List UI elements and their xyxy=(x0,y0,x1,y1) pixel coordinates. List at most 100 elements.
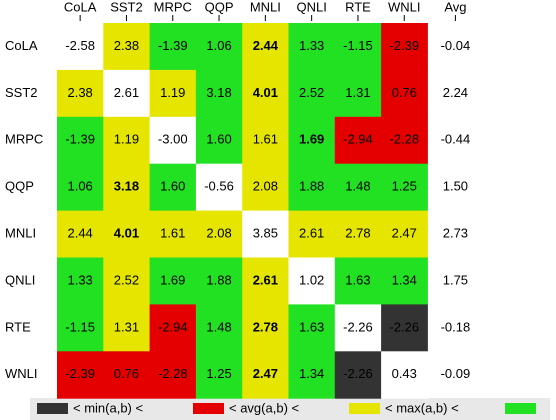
row-average: 2.24 xyxy=(443,85,468,100)
cell-value: -2.39 xyxy=(65,366,95,381)
cell xyxy=(242,210,289,258)
cell-value: -1.39 xyxy=(65,132,95,147)
cell-value: -2.58 xyxy=(65,38,95,53)
cell xyxy=(334,257,382,305)
cell-value: 2.61 xyxy=(253,272,278,287)
cell-value: -2.28 xyxy=(389,132,419,147)
legend-label: < avg(a,b) < xyxy=(229,400,299,415)
row-average: -0.09 xyxy=(441,366,471,381)
cell-value: 1.06 xyxy=(206,38,231,53)
cell-value: -2.26 xyxy=(343,366,373,381)
cell-value: -2.39 xyxy=(389,38,419,53)
cell-value: 1.31 xyxy=(345,85,370,100)
cell xyxy=(57,304,104,352)
cell-value: 1.88 xyxy=(206,272,231,287)
cell-value: -2.26 xyxy=(389,319,419,334)
cell-value: 1.02 xyxy=(299,272,324,287)
cell xyxy=(381,304,428,352)
cell xyxy=(288,210,336,258)
cell xyxy=(195,116,243,165)
column-header: QQP xyxy=(205,0,234,14)
cell-value: 2.08 xyxy=(206,225,231,240)
column-header: WNLI xyxy=(388,0,421,14)
column-header: MRPC xyxy=(154,0,192,14)
cell-value: 1.69 xyxy=(160,272,185,287)
cell xyxy=(381,210,428,258)
cell-value: -0.56 xyxy=(204,179,234,194)
cell xyxy=(57,210,104,258)
cell-value: -2.28 xyxy=(158,366,188,381)
cell xyxy=(288,304,336,352)
cell xyxy=(195,257,243,305)
row-label: CoLA xyxy=(5,38,38,53)
cell xyxy=(103,210,151,258)
cell xyxy=(334,304,382,352)
cell-value: 1.19 xyxy=(114,132,139,147)
cell-value: 0.43 xyxy=(392,366,417,381)
cell xyxy=(57,257,104,305)
cell xyxy=(195,304,243,352)
cell xyxy=(288,163,336,212)
row-label: QNLI xyxy=(5,272,35,287)
cell-value: 1.88 xyxy=(299,179,324,194)
cell-value: 2.47 xyxy=(253,366,278,381)
cell xyxy=(242,23,289,71)
legend-label: < min(a,b) < xyxy=(73,400,143,415)
cell-value: 1.63 xyxy=(299,319,324,334)
cell-value: 1.34 xyxy=(392,272,417,287)
cell-value: 2.44 xyxy=(67,225,92,240)
cell xyxy=(149,23,197,71)
cell xyxy=(288,69,336,118)
cell xyxy=(149,163,197,212)
column-header: MNLI xyxy=(250,0,281,14)
legend-swatch xyxy=(505,403,536,414)
cell xyxy=(149,116,197,165)
cell-value: 1.48 xyxy=(206,319,231,334)
cell xyxy=(242,351,289,399)
cell xyxy=(103,163,151,212)
row-average: -0.44 xyxy=(441,132,471,147)
cell-value: 3.18 xyxy=(114,179,139,194)
cell xyxy=(381,116,428,165)
cell xyxy=(334,163,382,212)
row-label: WNLI xyxy=(5,366,38,381)
column-header: CoLA xyxy=(64,0,97,14)
cell-value: 2.47 xyxy=(392,225,417,240)
cell xyxy=(149,304,197,352)
cell-value: -2.26 xyxy=(343,319,373,334)
cell xyxy=(381,69,428,118)
cell-value: 2.78 xyxy=(253,319,278,334)
cell xyxy=(242,69,289,118)
cell-value: 2.44 xyxy=(253,38,279,53)
cell xyxy=(195,69,243,118)
column-header: RTE xyxy=(345,0,371,14)
cell xyxy=(103,116,151,165)
row-label: MRPC xyxy=(5,132,43,147)
cell xyxy=(334,116,382,165)
cell xyxy=(195,351,243,399)
cell-value: -2.94 xyxy=(343,132,373,147)
cell-value: 1.25 xyxy=(206,366,231,381)
cell xyxy=(103,351,151,399)
cell-value: 3.18 xyxy=(206,85,231,100)
cell xyxy=(57,116,104,165)
cell-value: 0.76 xyxy=(392,85,417,100)
column-header: SST2 xyxy=(110,0,143,14)
legend-swatch xyxy=(193,403,224,414)
cell-value: 2.08 xyxy=(253,179,278,194)
cell-value: 1.61 xyxy=(253,132,278,147)
cell-value: 1.06 xyxy=(67,179,92,194)
cell xyxy=(149,69,197,118)
cell xyxy=(103,257,151,305)
column-header: Avg xyxy=(444,0,466,14)
cell-value: -3.00 xyxy=(158,132,188,147)
cell xyxy=(334,351,382,399)
row-average: 1.75 xyxy=(443,272,468,287)
cell-value: 4.01 xyxy=(253,85,278,100)
cell xyxy=(334,210,382,258)
cell xyxy=(381,163,428,212)
cell xyxy=(381,351,428,399)
cell-value: 1.33 xyxy=(299,38,324,53)
cell xyxy=(149,257,197,305)
